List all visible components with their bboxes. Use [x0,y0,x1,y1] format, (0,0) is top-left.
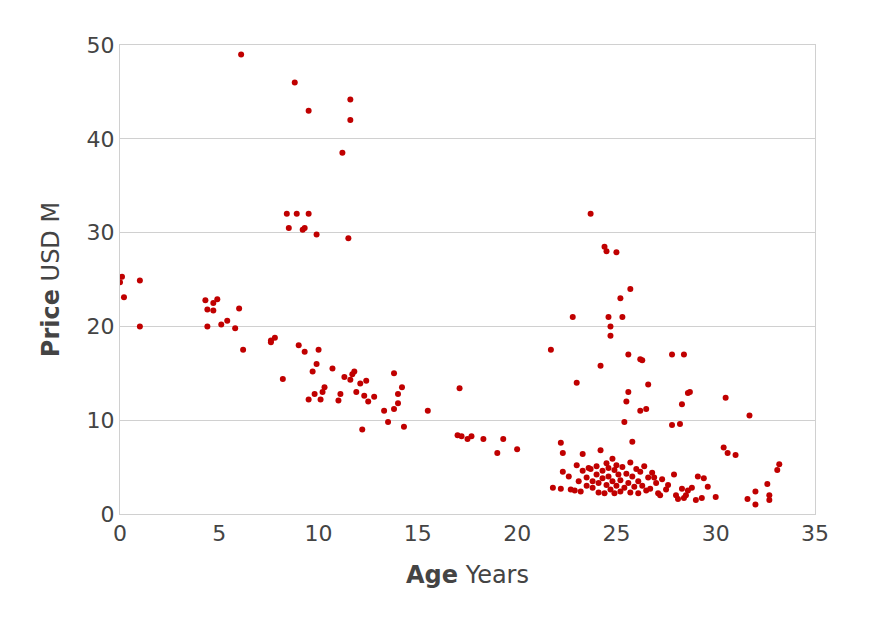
svg-text:20: 20 [87,314,115,339]
svg-text:10: 10 [305,521,333,546]
svg-text:0: 0 [101,502,115,527]
svg-text:30: 30 [87,220,115,245]
svg-text:35: 35 [801,521,829,546]
svg-text:40: 40 [87,127,115,152]
svg-text:Price USD M: Price USD M [37,202,65,357]
svg-text:5: 5 [212,521,226,546]
svg-text:50: 50 [87,33,115,58]
svg-text:0: 0 [113,521,127,546]
svg-text:30: 30 [702,521,730,546]
svg-text:10: 10 [87,408,115,433]
svg-text:25: 25 [602,521,630,546]
svg-text:15: 15 [404,521,432,546]
svg-text:20: 20 [503,521,531,546]
svg-text:Age Years: Age Years [406,561,529,589]
